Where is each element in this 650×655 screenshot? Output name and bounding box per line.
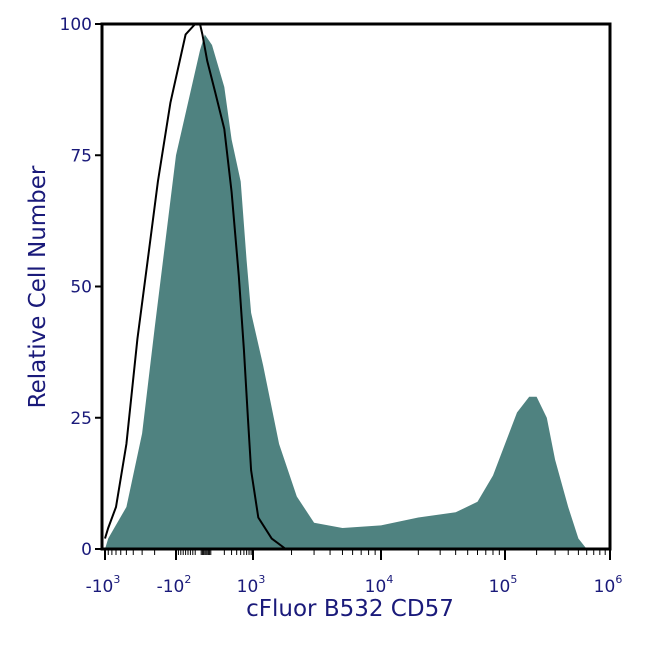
x-tick-label: 105	[489, 573, 518, 597]
x-axis-title: cFluor B532 CD57	[246, 596, 454, 622]
y-tick-label: 75	[70, 146, 92, 166]
x-tick-label: 106	[594, 573, 623, 597]
x-tick-label: 103	[237, 573, 266, 597]
y-tick-label: 0	[81, 540, 92, 560]
y-axis-title: Relative Cell Number	[25, 165, 51, 408]
y-tick-label: 50	[70, 278, 92, 298]
series-filled-histogram	[105, 34, 587, 549]
y-tick-label: 100	[60, 15, 92, 35]
y-tick-label: 25	[70, 409, 92, 429]
x-tick-label: -102	[157, 573, 192, 597]
x-tick-label: -103	[86, 573, 121, 597]
x-tick-label: 104	[365, 573, 394, 597]
series-outline-histogram	[104, 23, 287, 550]
